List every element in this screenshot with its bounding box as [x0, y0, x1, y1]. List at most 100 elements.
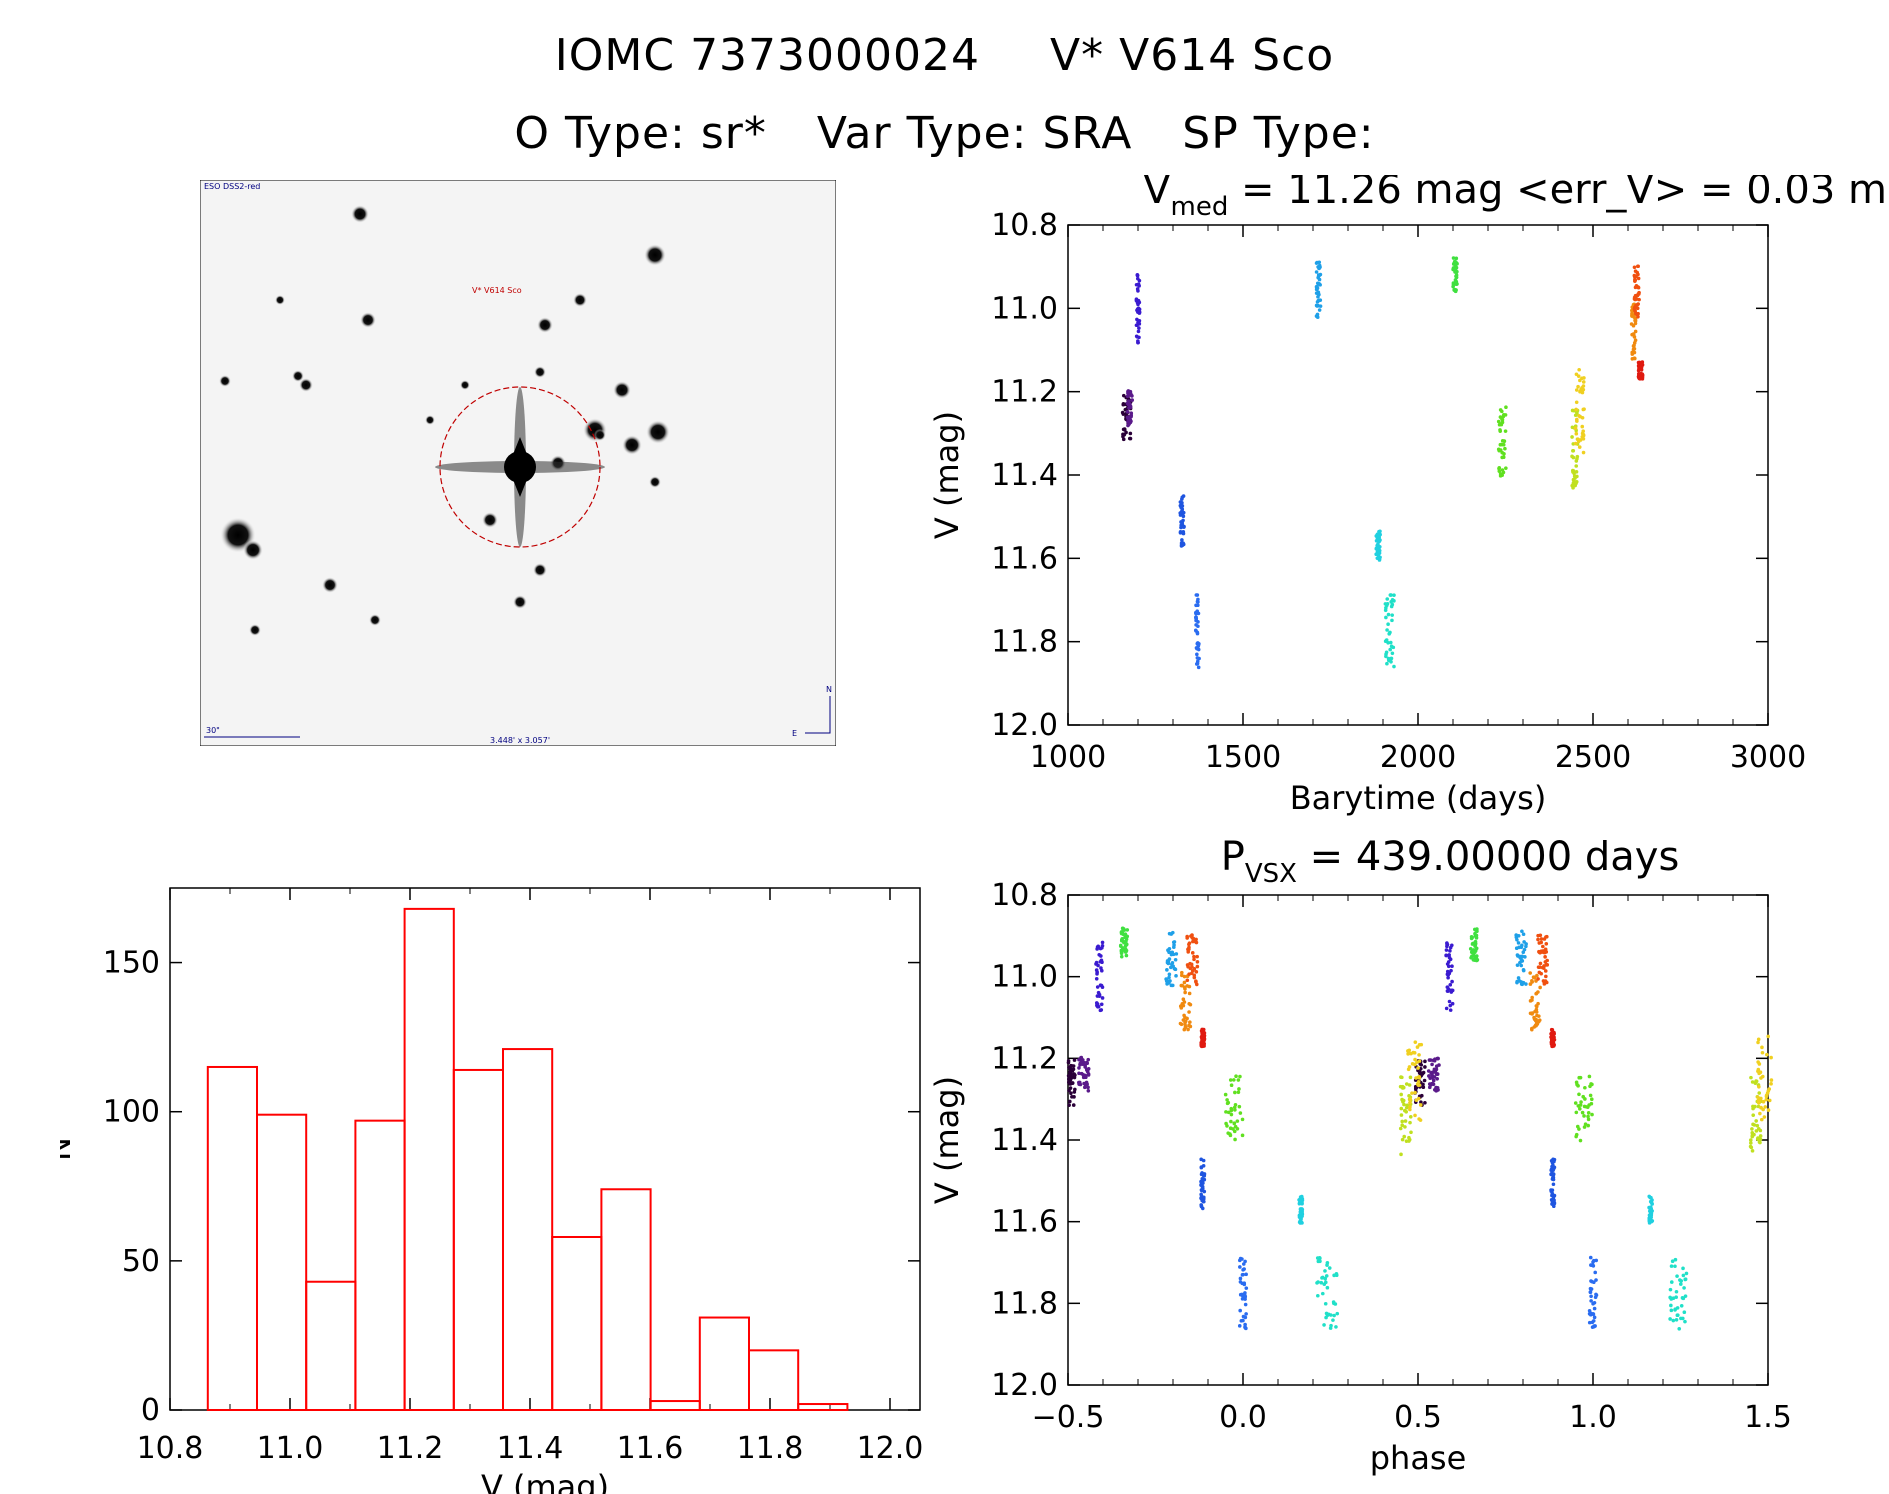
data-point	[1549, 1168, 1554, 1173]
data-point	[1675, 1274, 1679, 1278]
data-point	[1447, 955, 1452, 960]
data-point	[1502, 439, 1506, 443]
data-point	[1586, 1111, 1591, 1115]
background-star	[425, 415, 435, 425]
data-point	[1179, 1006, 1184, 1010]
y-tick-label: 11.2	[991, 375, 1058, 410]
data-point	[1631, 347, 1636, 352]
data-point	[1551, 1172, 1556, 1177]
data-point	[1199, 1157, 1203, 1162]
data-point	[1498, 415, 1503, 419]
data-point	[1069, 1091, 1073, 1096]
data-point	[1179, 520, 1183, 524]
data-point	[1174, 952, 1179, 956]
data-point	[1582, 1125, 1587, 1129]
data-point	[1537, 1018, 1542, 1022]
data-point	[1136, 310, 1140, 314]
data-point	[1408, 1107, 1412, 1112]
data-point	[1201, 1199, 1206, 1204]
data-point	[1544, 942, 1549, 946]
y-tick-label: 12.0	[991, 708, 1058, 743]
data-point	[1635, 270, 1640, 275]
data-point	[1681, 1273, 1686, 1278]
data-point	[1633, 278, 1638, 282]
histogram-bar	[748, 1349, 800, 1412]
data-point	[1523, 955, 1527, 959]
data-point	[1570, 435, 1574, 439]
data-point	[1580, 424, 1585, 429]
data-point	[1573, 476, 1577, 480]
data-point	[1577, 367, 1581, 372]
background-star	[622, 435, 642, 455]
data-point	[1761, 1099, 1766, 1104]
data-point	[1682, 1286, 1686, 1290]
data-point	[1758, 1140, 1762, 1145]
data-point	[1314, 261, 1319, 265]
data-point	[1552, 1031, 1556, 1036]
data-point	[1400, 1097, 1404, 1102]
data-point	[1669, 1308, 1674, 1313]
background-star	[249, 624, 261, 636]
y-tick-label: 10.8	[991, 208, 1058, 243]
data-point	[1435, 1076, 1439, 1081]
data-point	[1544, 950, 1549, 954]
data-point	[1135, 287, 1140, 291]
x-tick-label: 11.0	[257, 1431, 324, 1466]
data-point	[1444, 948, 1449, 952]
data-point	[1167, 950, 1171, 955]
data-point	[1448, 983, 1453, 987]
background-star	[360, 312, 376, 328]
north-label: N	[826, 685, 832, 694]
data-point	[1551, 1157, 1555, 1162]
data-point	[1684, 1271, 1689, 1276]
data-point	[1122, 940, 1126, 945]
data-point	[1633, 293, 1638, 298]
data-point	[1638, 377, 1642, 381]
data-point	[1297, 1213, 1302, 1217]
data-point	[1404, 1082, 1409, 1086]
data-point	[1754, 1079, 1758, 1083]
x-tick-label: 1000	[1030, 740, 1106, 775]
data-point	[1067, 1103, 1071, 1107]
data-point	[1388, 593, 1393, 597]
data-point	[1237, 1324, 1242, 1328]
data-point	[1243, 1315, 1248, 1320]
data-point	[1400, 1137, 1405, 1142]
data-point	[1078, 1061, 1083, 1066]
data-point	[1503, 446, 1507, 451]
data-point	[1194, 629, 1198, 633]
y-tick-label: 0	[141, 1393, 160, 1428]
data-point	[1413, 1113, 1417, 1118]
data-point	[1649, 1195, 1653, 1200]
data-point	[1516, 976, 1521, 980]
data-point	[1454, 274, 1458, 279]
data-point	[1426, 1069, 1431, 1073]
data-point	[1385, 597, 1390, 601]
data-point	[1128, 420, 1133, 425]
data-point	[1587, 1074, 1592, 1079]
data-point	[1243, 1322, 1247, 1327]
data-point	[1078, 1082, 1083, 1087]
data-point	[1320, 1275, 1325, 1280]
data-point	[1195, 652, 1199, 657]
data-point	[1758, 1134, 1763, 1138]
data-point	[1532, 1015, 1536, 1020]
data-point	[1763, 1105, 1768, 1109]
data-point	[1185, 984, 1190, 988]
data-point	[1377, 551, 1382, 555]
data-point	[1530, 1011, 1535, 1015]
data-point	[1417, 1075, 1421, 1079]
data-point	[1447, 953, 1451, 957]
data-point	[1244, 1286, 1249, 1290]
data-point	[1416, 1066, 1420, 1070]
data-point	[1244, 1326, 1248, 1331]
data-point	[1539, 971, 1543, 976]
data-point	[1072, 1090, 1077, 1094]
data-point	[1238, 1074, 1242, 1079]
data-point	[1496, 447, 1501, 452]
data-point	[1332, 1273, 1336, 1278]
data-point	[1180, 501, 1184, 505]
data-point	[1406, 1052, 1410, 1056]
data-point	[1766, 1034, 1771, 1039]
data-point	[1325, 1285, 1330, 1290]
